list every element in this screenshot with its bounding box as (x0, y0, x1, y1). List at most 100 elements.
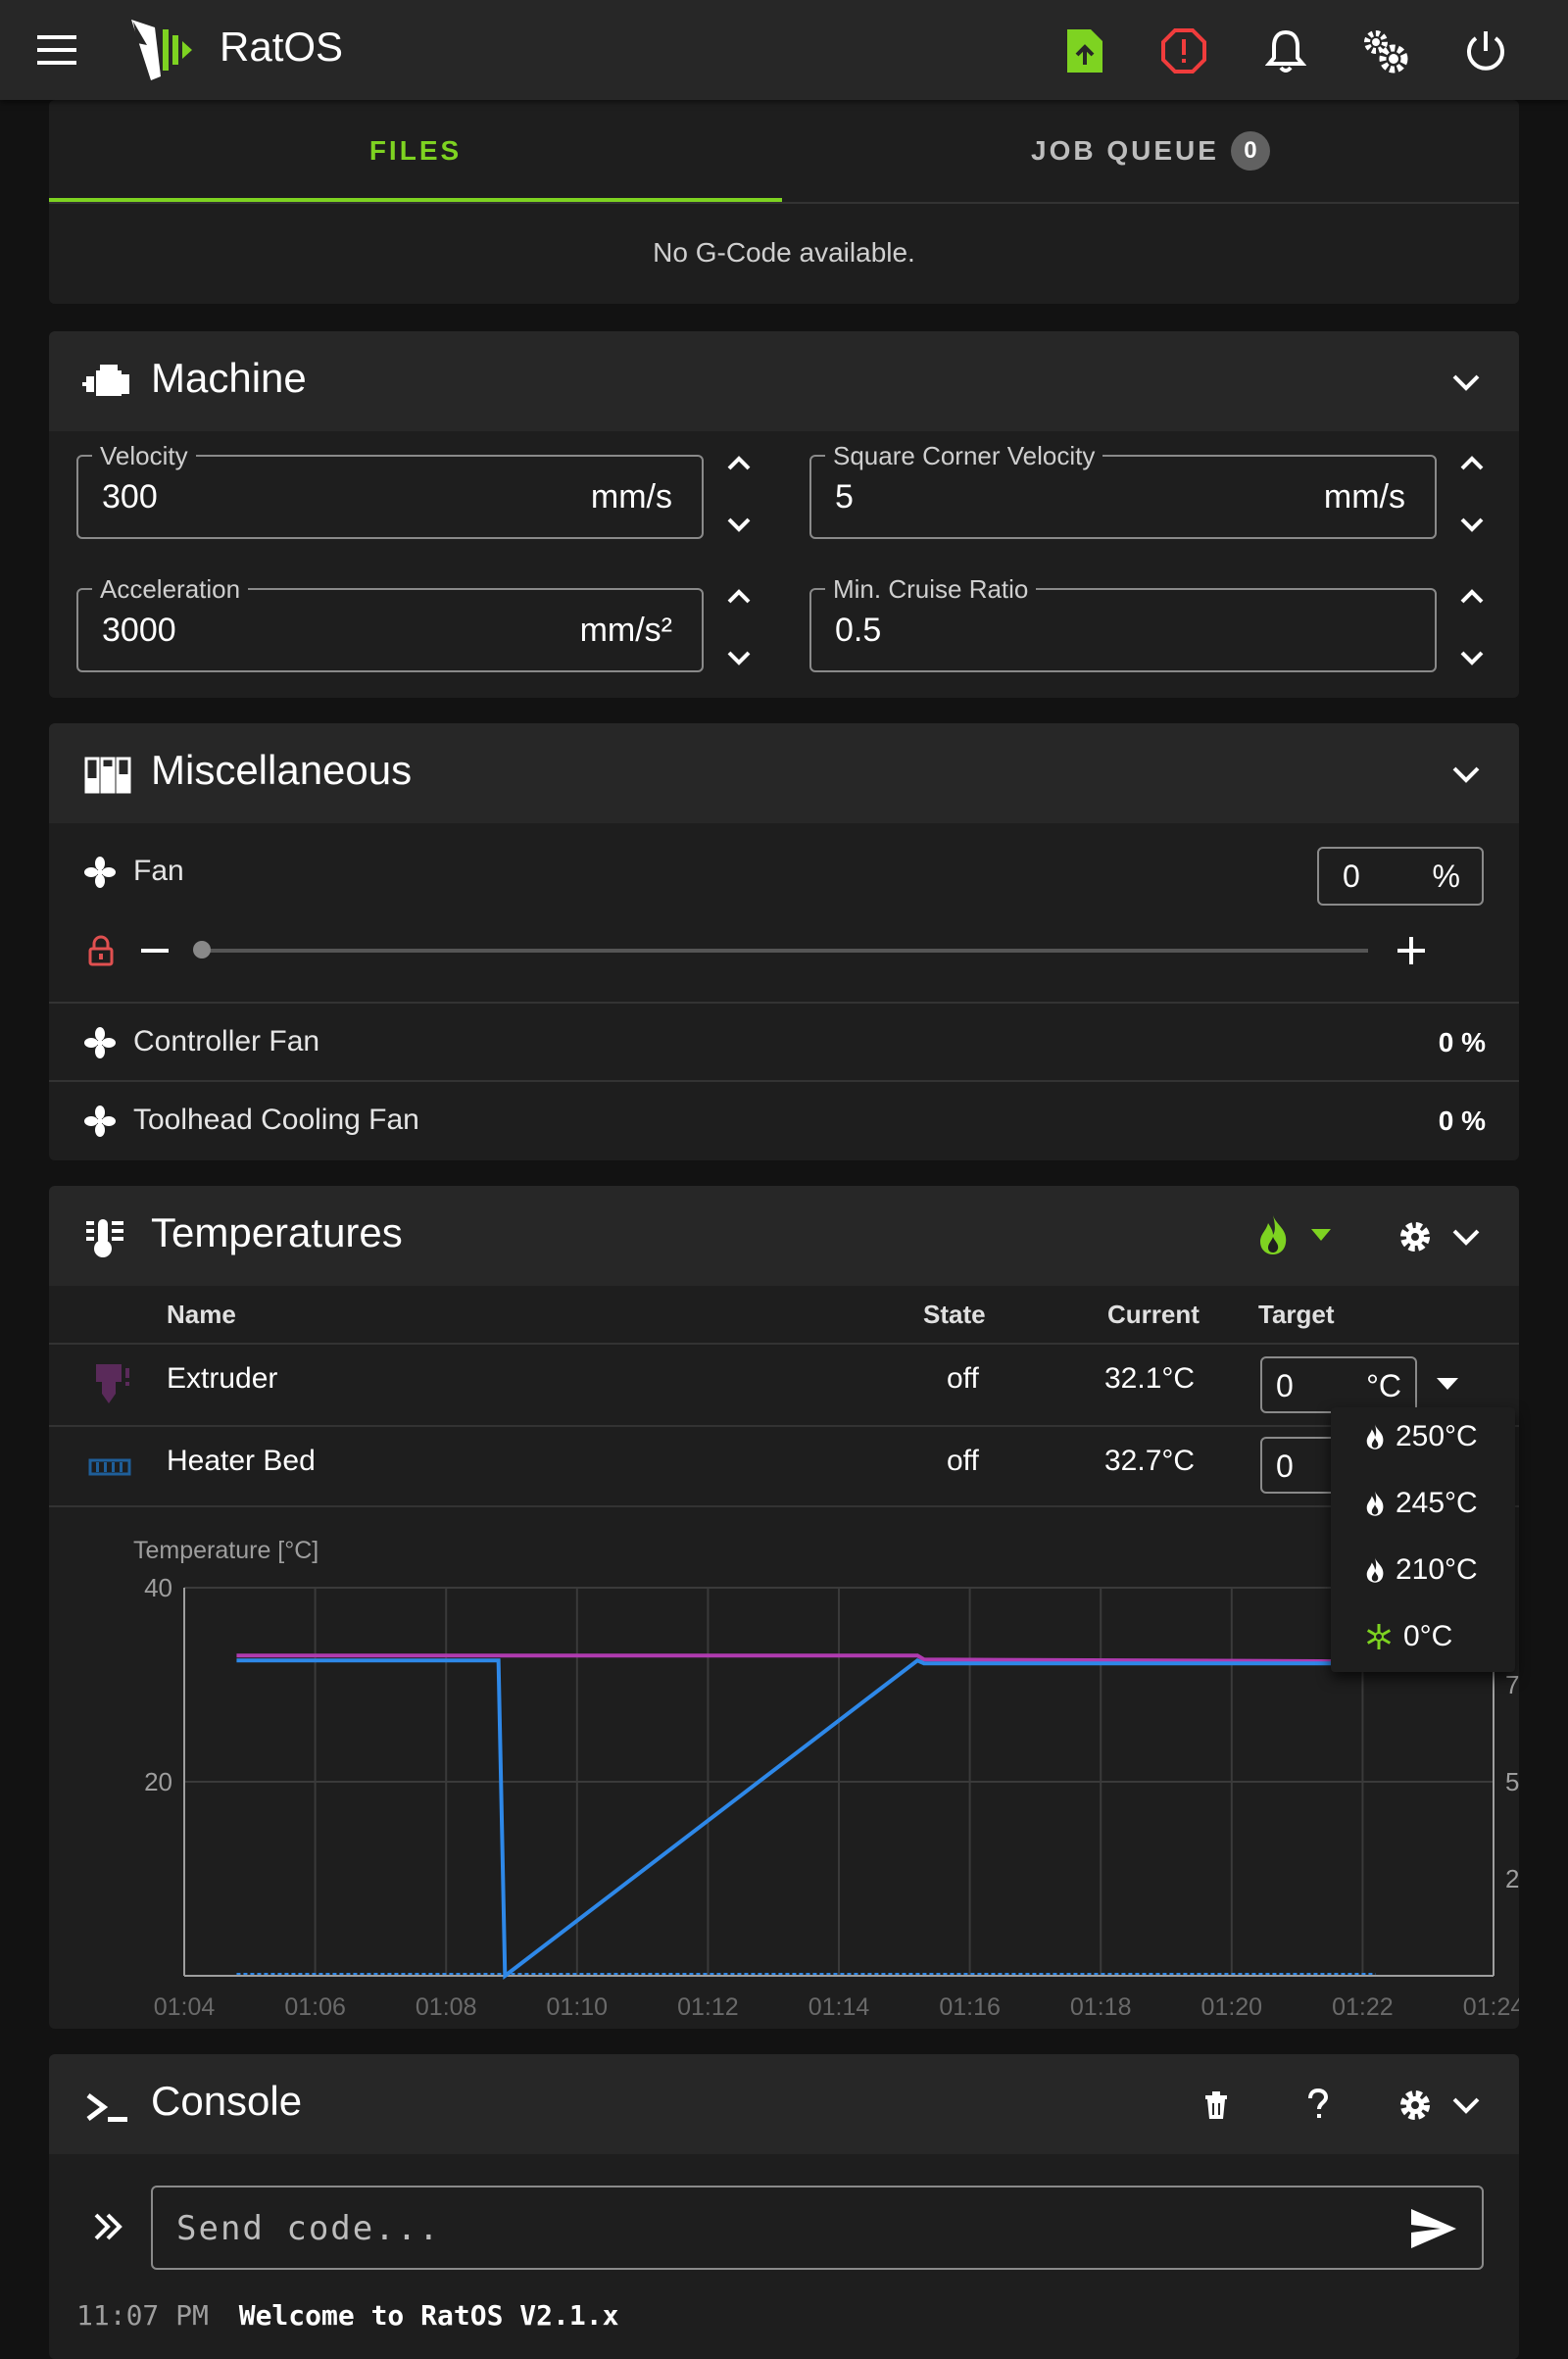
square-corner-velocity-field[interactable]: Square Corner Velocity 5 mm/s (809, 441, 1437, 539)
settings-button[interactable] (1358, 24, 1413, 78)
fire-icon (1366, 1424, 1384, 1450)
temperatures-title: Temperatures (151, 1209, 403, 1255)
power-button[interactable] (1458, 24, 1513, 78)
row-divider (49, 1002, 1519, 1004)
chevron-down-icon[interactable] (1446, 1217, 1486, 1256)
toolhead-fan-icon (84, 1106, 116, 1137)
y2-tick-label: 50 (1505, 1767, 1519, 1796)
console-log-message: Welcome to RatOS V2.1.x (238, 2299, 619, 2332)
console-icon (86, 2093, 127, 2122)
preset-label: 210°C (1396, 1553, 1478, 1586)
extruder-target-value[interactable]: 0 (1276, 1368, 1294, 1403)
double-chevron-right-icon[interactable] (90, 2211, 125, 2242)
thermometer-icon (86, 1219, 123, 1257)
x-tick-label: 01:04 (154, 1993, 216, 2021)
velocity-increment-icon[interactable] (719, 449, 759, 478)
acceleration-value[interactable]: 3000 (102, 612, 176, 649)
preheat-presets-button[interactable] (1252, 1211, 1341, 1260)
console-log-entry: 11:07 PM Welcome to RatOS V2.1.x (76, 2299, 618, 2332)
preset-0[interactable]: 0°C (1364, 1607, 1511, 1666)
heater-bed-current: 32.7°C (1104, 1445, 1196, 1477)
extruder-target-field[interactable]: 0 °C (1260, 1356, 1417, 1413)
scv-increment-icon[interactable] (1452, 449, 1492, 478)
menu-icon[interactable] (33, 27, 82, 73)
tab-files[interactable]: FILES (49, 100, 782, 202)
controller-fan-icon (84, 1027, 116, 1058)
velocity-decrement-icon[interactable] (719, 510, 759, 539)
mcr-increment-icon[interactable] (1452, 582, 1492, 612)
acceleration-decrement-icon[interactable] (719, 643, 759, 672)
x-tick-label: 01:24 (1463, 1993, 1519, 2021)
col-state: State (923, 1300, 986, 1329)
lock-icon[interactable] (88, 935, 114, 966)
tab-job-queue[interactable]: JOB QUEUE 0 (782, 100, 1519, 202)
mcr-decrement-icon[interactable] (1452, 643, 1492, 672)
fan-speed-value[interactable]: 0 (1343, 859, 1360, 894)
controller-fan-value: 0 % (1438, 1027, 1486, 1057)
misc-header[interactable]: Miscellaneous (49, 723, 1519, 823)
console-title: Console (151, 2078, 303, 2124)
upload-file-icon (1067, 29, 1102, 73)
acceleration-field[interactable]: Acceleration 3000 mm/s² (76, 574, 704, 672)
notifications-button[interactable] (1258, 24, 1313, 78)
console-input[interactable] (176, 2207, 1352, 2250)
caret-down-icon[interactable] (1433, 1372, 1462, 1396)
min-cruise-ratio-field[interactable]: Min. Cruise Ratio 0.5 (809, 574, 1437, 672)
heater-bed-target-value[interactable]: 0 (1276, 1449, 1294, 1484)
preset-250[interactable]: 250°C (1364, 1407, 1511, 1466)
upload-file-button[interactable] (1057, 24, 1112, 78)
acceleration-increment-icon[interactable] (719, 582, 759, 612)
machine-header[interactable]: Machine (49, 331, 1519, 431)
machine-title: Machine (151, 355, 307, 401)
sliders-icon (84, 757, 131, 794)
acceleration-label: Acceleration (92, 574, 249, 605)
gear-icon[interactable] (1397, 2088, 1433, 2123)
ratos-logo (131, 20, 192, 80)
velocity-label: Velocity (92, 441, 196, 471)
col-target: Target (1258, 1300, 1335, 1329)
console-input-box[interactable] (151, 2186, 1484, 2270)
gear-icon[interactable] (1397, 1219, 1433, 1254)
tab-job-queue-label: JOB QUEUE (1031, 135, 1219, 166)
fan-speed-field[interactable]: 0 % (1317, 847, 1484, 906)
preset-245[interactable]: 245°C (1364, 1474, 1511, 1533)
engine-icon (82, 365, 129, 396)
velocity-value[interactable]: 300 (102, 478, 158, 516)
help-icon[interactable] (1303, 2088, 1333, 2123)
fire-icon (1260, 1215, 1287, 1254)
fan-slider-thumb[interactable] (193, 941, 211, 958)
extruder-target-unit: °C (1366, 1368, 1401, 1403)
row-divider (49, 1505, 1519, 1507)
extruder-icon (96, 1364, 129, 1403)
fan-slider-track[interactable] (193, 941, 1368, 958)
square-corner-velocity-value[interactable]: 5 (835, 478, 854, 516)
toolhead-fan-label: Toolhead Cooling Fan (133, 1104, 419, 1136)
console-log-time: 11:07 PM (76, 2299, 209, 2332)
x-tick-label: 01:14 (808, 1993, 870, 2021)
no-gcode-text: No G-Code available. (653, 237, 915, 268)
fan-label: Fan (133, 855, 184, 887)
velocity-field[interactable]: Velocity 300 mm/s (76, 441, 704, 539)
square-corner-velocity-unit: mm/s (1323, 478, 1405, 516)
plus-icon[interactable] (1394, 933, 1429, 968)
chevron-down-icon[interactable] (1446, 2086, 1486, 2125)
trash-icon[interactable] (1201, 2089, 1231, 2121)
chevron-down-icon[interactable] (1446, 755, 1486, 794)
fan-icon (84, 857, 116, 888)
tab-divider (49, 202, 1519, 204)
x-tick-label: 01:08 (416, 1993, 477, 2021)
cogs-icon (1364, 30, 1408, 74)
minus-icon[interactable] (137, 933, 172, 968)
send-icon[interactable] (1409, 2207, 1458, 2250)
chart-ylabel: Temperature [°C] (133, 1537, 318, 1564)
preset-label: 250°C (1396, 1420, 1478, 1452)
emergency-stop-button[interactable] (1156, 24, 1211, 78)
x-tick-label: 01:16 (939, 1993, 1001, 2021)
scv-decrement-icon[interactable] (1452, 510, 1492, 539)
preset-210[interactable]: 210°C (1364, 1541, 1511, 1599)
row-divider (49, 1425, 1519, 1427)
x-tick-label: 01:20 (1201, 1993, 1263, 2021)
emergency-stop-icon (1161, 28, 1206, 74)
min-cruise-ratio-value[interactable]: 0.5 (835, 612, 882, 649)
chevron-down-icon[interactable] (1446, 363, 1486, 402)
